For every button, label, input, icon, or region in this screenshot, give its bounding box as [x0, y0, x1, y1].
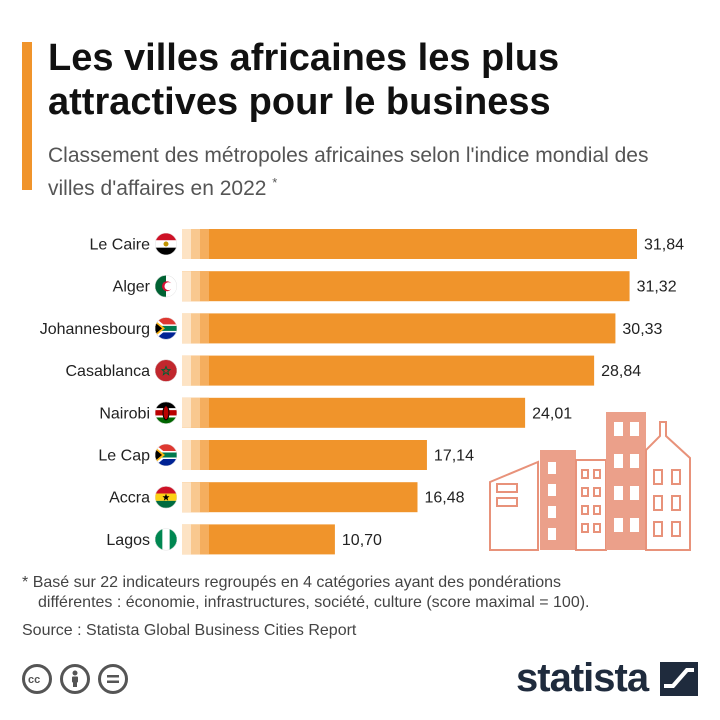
bar-chart: Le Caire 31,84 Alger 31,32 Johannesbourg 30,3…: [40, 229, 691, 555]
category-label-casablanca: Casablanca: [66, 363, 151, 380]
value-label-lagos: 10,70: [342, 532, 382, 549]
bar-stripe-nairobi-3: [200, 397, 209, 428]
bar-stripe-le-cap-3: [200, 440, 209, 470]
value-label-johannesbourg: 30,33: [622, 321, 662, 338]
bar-alger: [182, 271, 630, 302]
cc-icon[interactable]: cc: [22, 664, 52, 694]
statista-logo[interactable]: statista: [516, 656, 649, 700]
egypt-flag-icon: [155, 233, 177, 255]
bar-stripe-alger-2: [191, 271, 200, 302]
bar-stripe-le-cap-1: [182, 440, 191, 470]
bar-stripe-casablanca-3: [200, 355, 209, 386]
subtitle-text: Classement des métropoles africaines sel…: [48, 144, 649, 200]
category-label-le-caire: Le Caire: [90, 237, 151, 254]
value-label-alger: 31,32: [637, 279, 677, 296]
bar-johannesbourg: [182, 313, 616, 344]
bar-stripe-lagos-3: [200, 524, 209, 555]
footnote-line-2: différentes : économie, infrastructures,…: [38, 594, 590, 611]
chart-marks: Le Caire 31,84 Alger 31,32 Johannesbourg 30,3…: [40, 229, 684, 555]
buildings-illustration: [489, 412, 691, 551]
value-label-le-cap: 17,14: [434, 448, 474, 465]
accent-bar: [22, 42, 32, 190]
bar-casablanca: [182, 355, 595, 386]
bar-stripe-johannesbourg-3: [200, 313, 209, 344]
bar-stripe-nairobi-1: [182, 397, 191, 428]
algeria-flag-icon: [155, 275, 177, 298]
license-icons: cc: [22, 664, 128, 694]
category-label-nairobi: Nairobi: [99, 405, 150, 422]
footnote-line-1: Basé sur 22 indicateurs regroupés en 4 c…: [32, 574, 562, 591]
morocco-flag-icon: [155, 359, 177, 382]
subtitle-footnote-mark: *: [272, 175, 278, 190]
attribution-icon[interactable]: [60, 664, 90, 694]
bar-le-cap: [182, 440, 427, 470]
bar-stripe-nairobi-2: [191, 397, 200, 428]
bar-stripe-accra-3: [200, 482, 209, 513]
south-africa-flag-icon: [155, 444, 177, 466]
no-derivatives-icon[interactable]: [98, 664, 128, 694]
value-label-casablanca: 28,84: [601, 363, 641, 380]
category-label-le-cap: Le Cap: [98, 448, 150, 465]
bar-stripe-le-caire-3: [200, 229, 209, 259]
bar-stripe-casablanca-1: [182, 355, 191, 386]
category-label-lagos: Lagos: [106, 532, 150, 549]
bar-nairobi: [182, 397, 526, 428]
svg-text:cc: cc: [28, 674, 40, 686]
bar-stripe-lagos-2: [191, 524, 200, 555]
source-text: Source : Statista Global Business Cities…: [22, 622, 357, 639]
bar-stripe-accra-2: [191, 482, 200, 513]
category-label-accra: Accra: [109, 490, 150, 507]
bar-stripe-casablanca-2: [191, 355, 200, 386]
subtitle: Classement des métropoles africaines sel…: [48, 142, 688, 202]
bar-accra: [182, 482, 418, 513]
footnote: * Basé sur 22 indicateurs regroupés en 4…: [22, 573, 702, 613]
bar-stripe-alger-1: [182, 271, 191, 302]
nigeria-flag-icon: [155, 528, 177, 551]
bar-stripe-le-caire-2: [191, 229, 200, 259]
bar-stripe-alger-3: [200, 271, 209, 302]
south-africa-flag-icon: [155, 317, 177, 340]
bar-le-caire: [182, 229, 637, 259]
value-label-accra: 16,48: [425, 490, 465, 507]
value-label-nairobi: 24,01: [532, 405, 572, 422]
value-label-le-caire: 31,84: [644, 237, 684, 254]
category-label-johannesbourg: Johannesbourg: [40, 321, 150, 338]
page-title: Les villes africaines les plus attractiv…: [48, 37, 560, 123]
bar-stripe-le-caire-1: [182, 229, 191, 259]
bar-stripe-johannesbourg-2: [191, 313, 200, 344]
ghana-flag-icon: [155, 486, 177, 509]
bar-stripe-accra-1: [182, 482, 191, 513]
footnote-marker: *: [22, 574, 29, 591]
statista-logo-icon: [660, 662, 698, 696]
bar-stripe-johannesbourg-1: [182, 313, 191, 344]
bar-stripe-le-cap-2: [191, 440, 200, 470]
bar-stripe-lagos-1: [182, 524, 191, 555]
kenya-flag-icon: [155, 401, 177, 424]
category-label-alger: Alger: [113, 279, 151, 296]
